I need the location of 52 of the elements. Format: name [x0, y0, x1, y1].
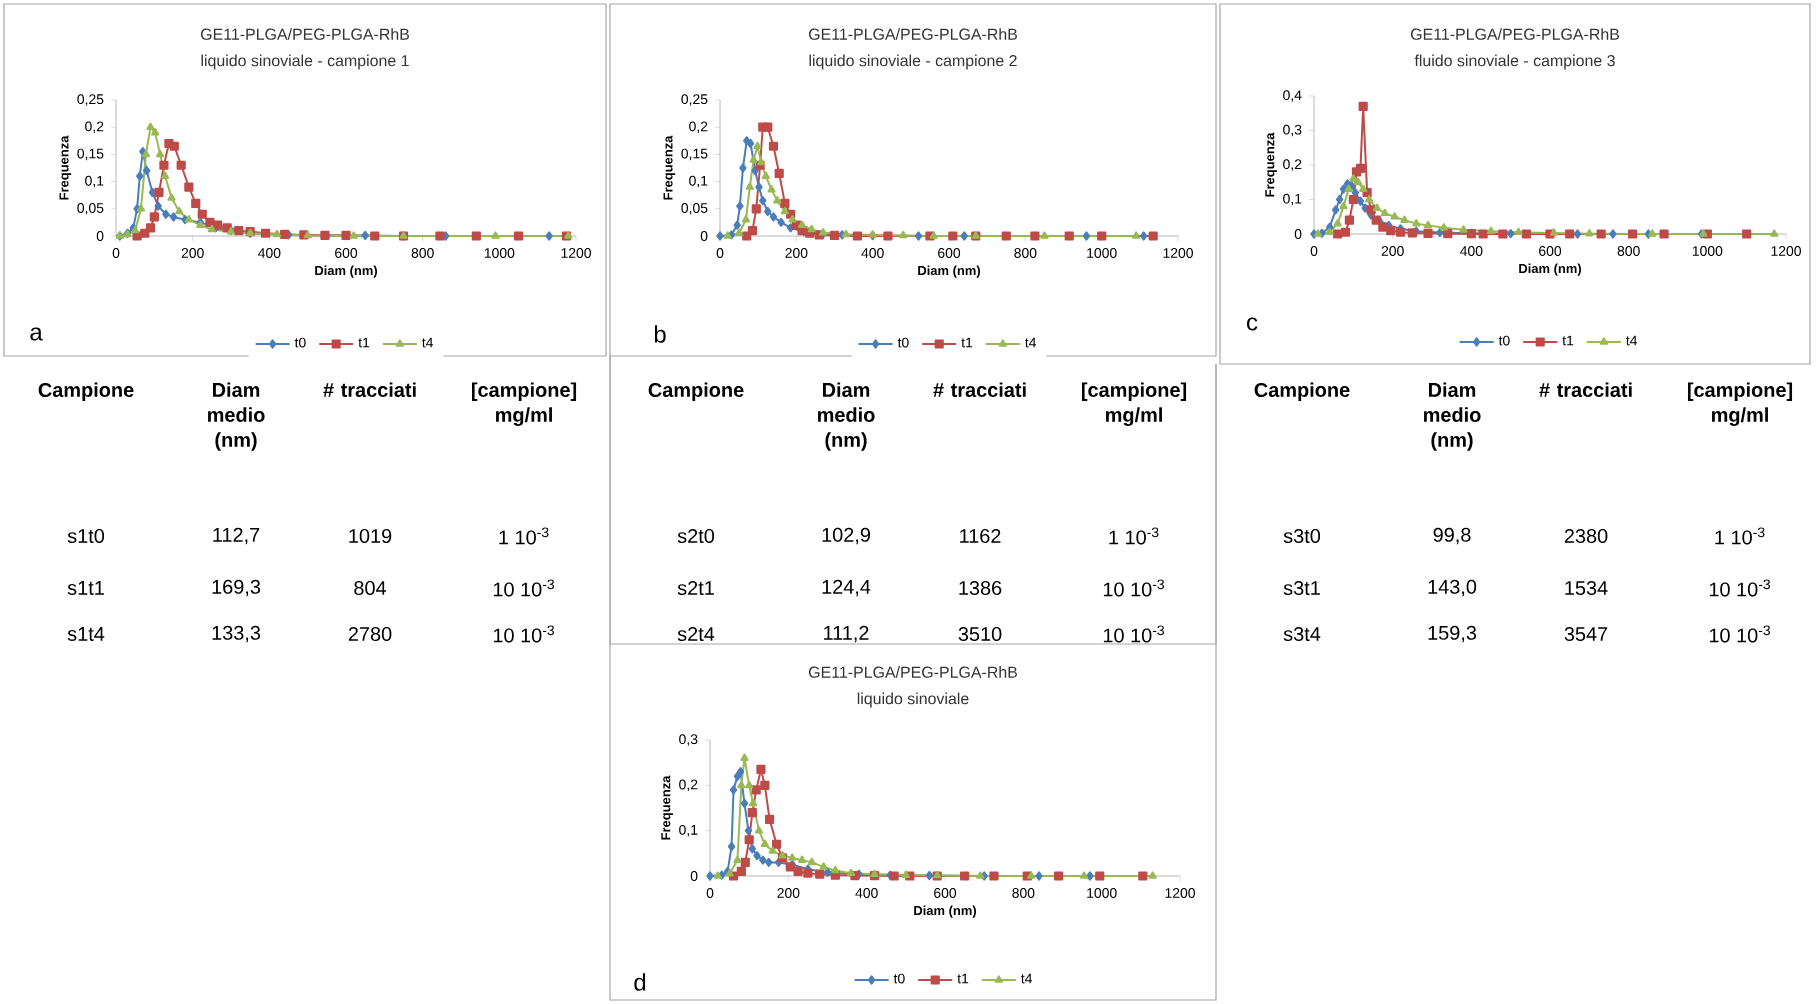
text: 3510: [958, 626, 1002, 642]
text: 111,2: [824, 625, 869, 643]
text: c: [1247, 317, 1258, 331]
text: 2380: [1564, 528, 1608, 544]
text: 10 10$^{-3}$: [1103, 579, 1165, 597]
text: # tracciati: [323, 382, 416, 398]
text: [campione] mg/ml: [472, 382, 577, 426]
text: Campione: [1254, 382, 1350, 401]
text: Diam medio (nm): [1423, 382, 1481, 451]
text: 10 10$^{-3}$: [493, 625, 555, 643]
text: 1162: [960, 528, 1001, 544]
text: d: [634, 973, 646, 991]
text: 10 10$^{-3}$: [1709, 579, 1770, 597]
text: s2t1: [677, 580, 714, 596]
text: s1t0: [67, 528, 105, 544]
text: 1 10$^{-3}$: [499, 527, 549, 545]
text: 1 10$^{-3}$: [1109, 527, 1159, 545]
text: 1019: [349, 528, 392, 544]
text: 159,3: [1428, 625, 1477, 643]
text: # tracciati: [1539, 382, 1632, 398]
text: s1t1: [67, 581, 104, 595]
text: 10 10$^{-3}$: [1103, 625, 1165, 643]
text: # tracciati: [933, 382, 1026, 398]
text: 804: [354, 580, 387, 596]
text: s1t4: [67, 627, 105, 641]
text: 133,3: [212, 625, 261, 643]
text: 124,4: [822, 579, 871, 597]
text: 1534: [1565, 580, 1608, 596]
text: 1 10$^{-3}$: [1715, 527, 1765, 545]
text: 1386: [959, 580, 1002, 596]
text: [campione] mg/ml: [1687, 382, 1793, 426]
text: Campione: [38, 382, 134, 401]
text: 143,0: [1428, 579, 1477, 597]
text: [campione] mg/ml: [1081, 382, 1187, 426]
text: s3t4: [1283, 626, 1321, 642]
text: Campione: [648, 382, 744, 401]
text: 169,3: [212, 579, 261, 597]
text: 99,8: [1433, 527, 1471, 545]
text: a: [30, 327, 43, 341]
text: 2780: [348, 626, 392, 642]
text: s3t1: [1283, 580, 1320, 596]
text: 10 10$^{-3}$: [493, 579, 555, 597]
text: 10 10$^{-3}$: [1709, 625, 1770, 643]
text: b: [654, 325, 666, 343]
text: s3t0: [1283, 528, 1321, 544]
text: Diam medio (nm): [207, 382, 265, 451]
text: 112,7: [213, 527, 260, 545]
text: s2t4: [677, 626, 715, 642]
text: Diam medio (nm): [817, 382, 875, 451]
text: 102,9: [822, 527, 871, 545]
text: 3547: [1564, 626, 1608, 642]
text: s2t0: [677, 528, 715, 544]
